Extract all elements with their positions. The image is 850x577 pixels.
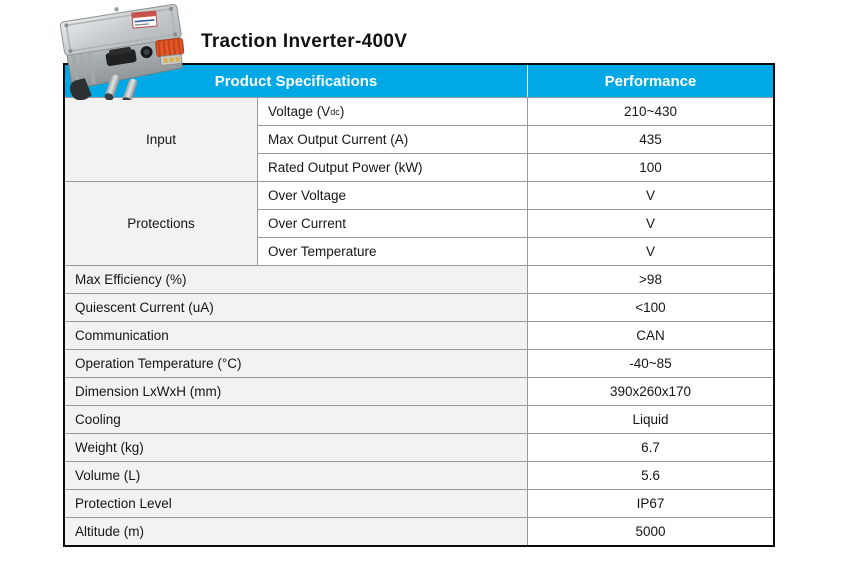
spec-label-over-temperature: Over Temperature <box>258 238 527 265</box>
spec-value-over-voltage: V <box>528 182 773 209</box>
spec-label-voltage: Voltage (V dc) <box>258 98 527 125</box>
spec-label-quiescent-current: Quiescent Current (uA) <box>65 294 527 321</box>
spec-label-communication: Communication <box>65 322 527 349</box>
spec-label-rated-output-power: Rated Output Power (kW) <box>258 154 527 181</box>
spec-label-over-voltage: Over Voltage <box>258 182 527 209</box>
spec-label-weight: Weight (kg) <box>65 434 527 461</box>
spec-value-cooling: Liquid <box>528 406 773 433</box>
spec-value-max-efficiency: >98 <box>528 266 773 293</box>
spec-value-over-temperature: V <box>528 238 773 265</box>
spec-value-protection-level: IP67 <box>528 490 773 517</box>
spec-value-over-current: V <box>528 210 773 237</box>
inverter-illustration <box>59 3 185 105</box>
product-photo <box>53 0 203 105</box>
spec-label-altitude: Altitude (m) <box>65 518 527 545</box>
spec-label-max-output-current: Max Output Current (A) <box>258 126 527 153</box>
spec-label-protection-level: Protection Level <box>65 490 527 517</box>
label-text: Voltage (V <box>268 104 331 119</box>
spec-value-rated-output-power: 100 <box>528 154 773 181</box>
spec-label-max-efficiency: Max Efficiency (%) <box>65 266 527 293</box>
spec-value-max-output-current: 435 <box>528 126 773 153</box>
spec-table: Product Specifications Performance Input… <box>63 63 775 547</box>
spec-label-dimension: Dimension LxWxH (mm) <box>65 378 527 405</box>
spec-value-operation-temperature: -40~85 <box>528 350 773 377</box>
spec-value-communication: CAN <box>528 322 773 349</box>
header-performance: Performance <box>528 65 773 97</box>
spec-label-operation-temperature: Operation Temperature (°C) <box>65 350 527 377</box>
label-text: ) <box>339 104 345 119</box>
spec-label-over-current: Over Current <box>258 210 527 237</box>
group-cell-input: Input <box>65 98 257 181</box>
spec-value-quiescent-current: <100 <box>528 294 773 321</box>
group-cell-protections: Protections <box>65 182 257 265</box>
spec-value-voltage: 210~430 <box>528 98 773 125</box>
spec-label-volume: Volume (L) <box>65 462 527 489</box>
spec-value-dimension: 390x260x170 <box>528 378 773 405</box>
page-title: Traction Inverter-400V <box>201 31 408 52</box>
spec-value-volume: 5.6 <box>528 462 773 489</box>
spec-label-cooling: Cooling <box>65 406 527 433</box>
spec-value-altitude: 5000 <box>528 518 773 545</box>
spec-value-weight: 6.7 <box>528 434 773 461</box>
